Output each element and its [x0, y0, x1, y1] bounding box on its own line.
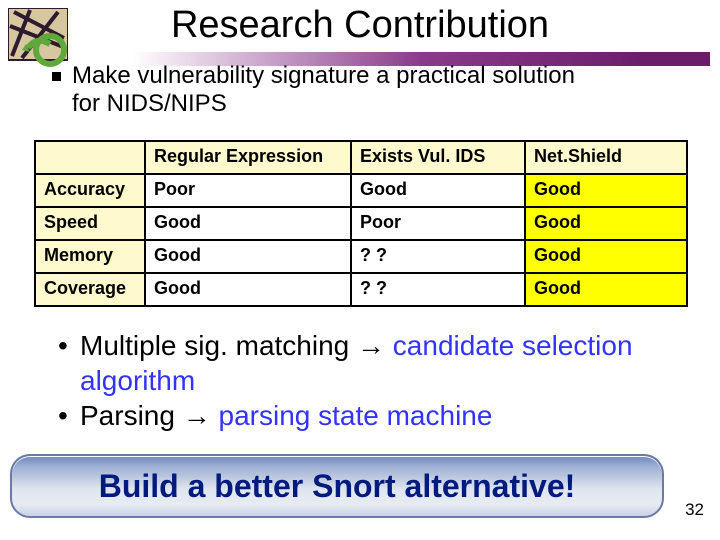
- table-header: Exists Vul. IDS: [351, 141, 525, 174]
- table-cell: Good: [525, 174, 687, 207]
- arrow-icon: →: [357, 330, 385, 361]
- bullet-text: Multiple sig. matching → candidate selec…: [80, 328, 700, 398]
- lead-line-1: Make vulnerability signature a practical…: [72, 62, 575, 89]
- row-header: Coverage: [35, 273, 145, 306]
- callout-text: Build a better Snort alternative!: [99, 468, 576, 505]
- table-cell: Good: [145, 273, 351, 306]
- bullet-highlight: parsing state machine: [219, 400, 493, 431]
- bullet-post: [385, 330, 393, 361]
- bullet-text: Parsing → parsing state machine: [80, 398, 700, 433]
- list-item: • Multiple sig. matching → candidate sel…: [58, 328, 700, 398]
- table-cell: Good: [145, 207, 351, 240]
- table-cell: Good: [145, 240, 351, 273]
- row-header: Memory: [35, 240, 145, 273]
- slide-title: Research Contribution: [0, 4, 720, 47]
- table-row: Speed Good Poor Good: [35, 207, 687, 240]
- table-cell: Poor: [145, 174, 351, 207]
- bullet-marker-icon: •: [58, 328, 80, 398]
- bullet-marker-icon: •: [58, 398, 80, 433]
- bullet-post: [211, 400, 219, 431]
- row-header: Accuracy: [35, 174, 145, 207]
- table-row: Coverage Good ? ? Good: [35, 273, 687, 306]
- table-cell: Good: [351, 174, 525, 207]
- lead-bullet-icon: [52, 72, 61, 81]
- list-item: • Parsing → parsing state machine: [58, 398, 700, 433]
- table-header-blank: [35, 141, 145, 174]
- table-row: Accuracy Poor Good Good: [35, 174, 687, 207]
- table-header: Net.Shield: [525, 141, 687, 174]
- callout-box: Build a better Snort alternative!: [10, 454, 660, 514]
- table-cell: Good: [525, 273, 687, 306]
- lead-line-2: for NIDS/NIPS: [72, 90, 227, 117]
- bullet-pre: Multiple sig. matching: [80, 330, 357, 361]
- table-cell: Poor: [351, 207, 525, 240]
- table-header: Regular Expression: [145, 141, 351, 174]
- table-row: Regular Expression Exists Vul. IDS Net.S…: [35, 141, 687, 174]
- table-cell: ? ?: [351, 240, 525, 273]
- table-cell: ? ?: [351, 273, 525, 306]
- page-number: 32: [685, 500, 704, 520]
- row-header: Speed: [35, 207, 145, 240]
- bullet-list: • Multiple sig. matching → candidate sel…: [58, 328, 700, 433]
- table-cell: Good: [525, 207, 687, 240]
- table-cell: Good: [525, 240, 687, 273]
- arrow-icon: →: [183, 400, 211, 431]
- lead-text: Make vulnerability signature a practical…: [72, 62, 700, 119]
- table-row: Memory Good ? ? Good: [35, 240, 687, 273]
- bullet-pre: Parsing: [80, 400, 183, 431]
- comparison-table: Regular Expression Exists Vul. IDS Net.S…: [34, 140, 688, 307]
